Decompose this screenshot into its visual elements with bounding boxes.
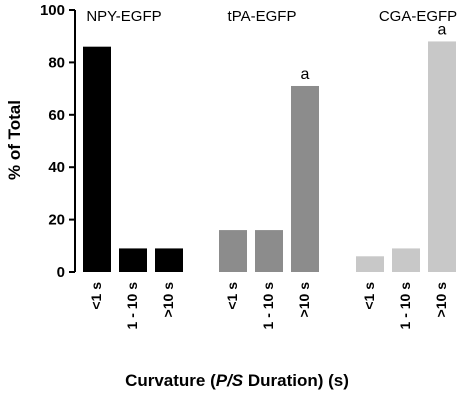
x-axis-label-italic: P/S: [215, 371, 244, 390]
bar: [255, 230, 283, 272]
bar: [83, 46, 111, 273]
x-tick-label: 1 - 10 s: [260, 282, 276, 330]
y-tick-label: 40: [48, 159, 65, 176]
bar-annotation: a: [301, 66, 310, 83]
bar: [291, 85, 319, 272]
group-label: NPY-EGFP: [86, 8, 161, 25]
group-label: tPA-EGFP: [228, 8, 297, 25]
y-tick-label: 80: [48, 54, 65, 71]
bar: [428, 41, 456, 272]
x-axis-label: Curvature (P/S Duration) (s): [0, 371, 474, 391]
x-tick-label: >10 s: [433, 282, 449, 318]
bar: [219, 230, 247, 272]
y-axis-label: % of Total: [5, 100, 24, 180]
y-tick-label: 0: [57, 264, 65, 281]
x-tick-label: <1 s: [224, 282, 240, 310]
x-tick-label: >10 s: [296, 282, 312, 318]
x-tick-label: <1 s: [88, 282, 104, 310]
x-axis-label-part-1: Curvature (: [125, 371, 216, 390]
y-tick-label: 60: [48, 107, 65, 124]
bar: [155, 248, 183, 272]
x-tick-label: 1 - 10 s: [397, 282, 413, 330]
bar-annotation: a: [438, 21, 447, 38]
bar: [356, 256, 384, 272]
y-axis: 0 20 40 60 80 100: [40, 2, 76, 281]
bar: [392, 248, 420, 272]
x-tick-label: >10 s: [160, 282, 176, 318]
x-axis-label-part-3: Duration) (s): [243, 371, 349, 390]
bar: [119, 248, 147, 272]
group-label: CGA-EGFP: [379, 8, 457, 25]
bars: aa: [83, 21, 456, 273]
group-labels: NPY-EGFP tPA-EGFP CGA-EGFP: [86, 8, 457, 25]
y-tick-label: 100: [40, 2, 65, 19]
x-tick-label: <1 s: [361, 282, 377, 310]
y-tick-label: 20: [48, 212, 65, 229]
x-tick-label: 1 - 10 s: [124, 282, 140, 330]
x-tick-labels: <1 s 1 - 10 s >10 s <1 s 1 - 10 s >10 s <1 s 1 …: [88, 282, 449, 330]
